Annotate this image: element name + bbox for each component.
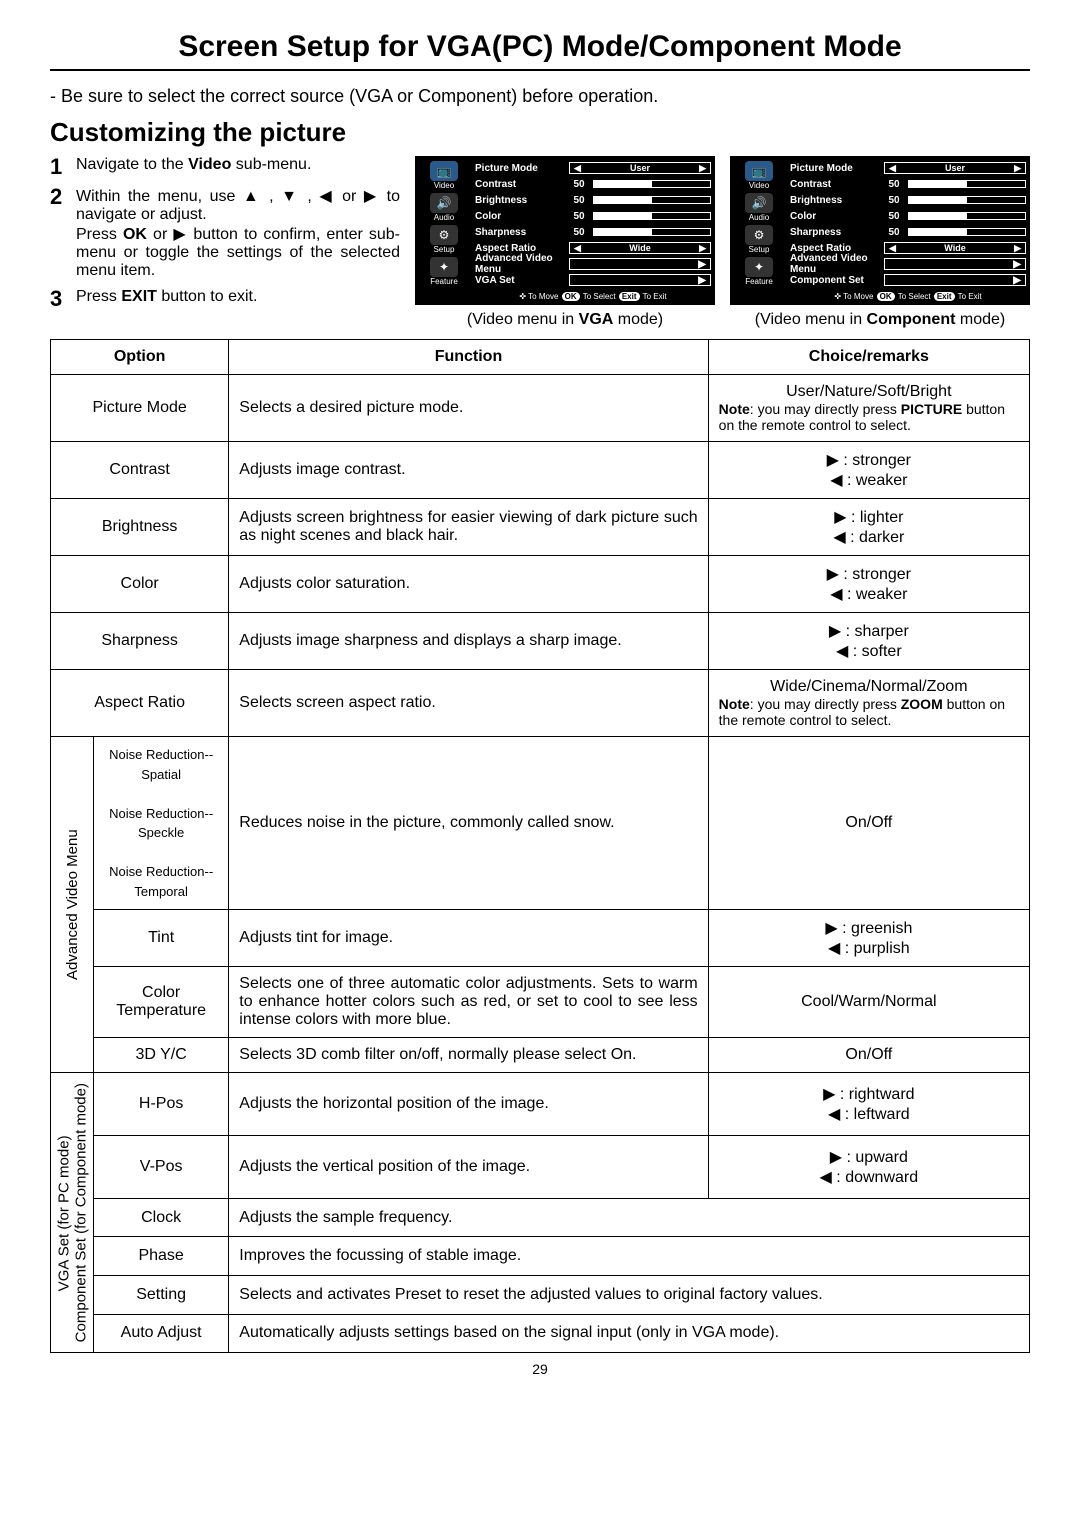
func-clock: Adjusts the sample frequency. xyxy=(229,1198,1030,1237)
group-vgaset: VGA Set (for PC mode)Component Set (for … xyxy=(51,1073,94,1353)
rem-color: ▶ : stronger◀ : weaker xyxy=(708,556,1029,613)
osd-row: Picture Mode◀User▶ xyxy=(790,160,1026,176)
opt-phase: Phase xyxy=(94,1237,229,1276)
section-title: Customizing the picture xyxy=(50,117,1030,148)
func-brightness: Adjusts screen brightness for easier vie… xyxy=(229,499,708,556)
osd-side-video: 📺Video xyxy=(430,160,458,190)
opt-setting: Setting xyxy=(94,1276,229,1315)
osd-row: Contrast50 xyxy=(790,176,1026,192)
rem-brightness: ▶ : lighter◀ : darker xyxy=(708,499,1029,556)
opt-contrast: Contrast xyxy=(51,442,229,499)
func-phase: Improves the focussing of stable image. xyxy=(229,1237,1030,1276)
osd-row: Brightness50 xyxy=(475,192,711,208)
opt-vpos: V-Pos xyxy=(94,1135,229,1198)
step-2-body: Within the menu, use ▲ , ▼ , ◀ or ▶ to n… xyxy=(76,186,400,280)
func-color: Adjusts color saturation. xyxy=(229,556,708,613)
osd-side-feature: ✦Feature xyxy=(430,256,458,286)
options-table: Option Function Choice/remarks Picture M… xyxy=(50,339,1030,1353)
rem-contrast: ▶ : stronger◀ : weaker xyxy=(708,442,1029,499)
steps-list: 1 Navigate to the Video sub-menu. 2 With… xyxy=(50,156,400,318)
osd-row: VGA Set▶ xyxy=(475,272,711,288)
osd-row: Advanced Video Menu▶ xyxy=(790,256,1026,272)
opt-3dyc: 3D Y/C xyxy=(94,1038,229,1073)
opt-autoadjust: Auto Adjust xyxy=(94,1314,229,1353)
func-hpos: Adjusts the horizontal position of the i… xyxy=(229,1073,708,1136)
opt-colortemp: Color Temperature xyxy=(94,967,229,1038)
osd-row: Picture Mode◀User▶ xyxy=(475,160,711,176)
func-tint: Adjusts tint for image. xyxy=(229,910,708,967)
th-function: Function xyxy=(229,340,708,375)
group-avm: Advanced Video Menu xyxy=(51,737,94,1073)
func-noise: Reduces noise in the picture, commonly c… xyxy=(229,737,708,910)
func-aspect: Selects screen aspect ratio. xyxy=(229,670,708,737)
th-option: Option xyxy=(51,340,229,375)
func-autoadjust: Automatically adjusts settings based on … xyxy=(229,1314,1030,1353)
opt-color: Color xyxy=(51,556,229,613)
opt-tint: Tint xyxy=(94,910,229,967)
osd-row: Advanced Video Menu▶ xyxy=(475,256,711,272)
osd-side-audio: 🔊Audio xyxy=(745,192,773,222)
opt-clock: Clock xyxy=(94,1198,229,1237)
step-3-num: 3 xyxy=(50,288,68,310)
rem-colortemp: Cool/Warm/Normal xyxy=(708,967,1029,1038)
osd-row: Brightness50 xyxy=(790,192,1026,208)
opt-sharpness: Sharpness xyxy=(51,613,229,670)
intro-text: - Be sure to select the correct source (… xyxy=(50,86,1030,107)
osd-row: Sharpness50 xyxy=(790,224,1026,240)
step-1-num: 1 xyxy=(50,156,68,178)
opt-noise: Noise Reduction--Spatial Noise Reduction… xyxy=(94,737,229,910)
func-sharpness: Adjusts image sharpness and displays a s… xyxy=(229,613,708,670)
osd-side-video: 📺Video xyxy=(745,160,773,190)
func-3dyc: Selects 3D comb filter on/off, normally … xyxy=(229,1038,708,1073)
osd-component: 📺Video🔊Audio⚙Setup✦Feature Picture Mode◀U… xyxy=(730,156,1030,305)
opt-picture-mode: Picture Mode xyxy=(51,375,229,442)
page-title: Screen Setup for VGA(PC) Mode/Component … xyxy=(50,30,1030,71)
osd-side-audio: 🔊Audio xyxy=(430,192,458,222)
func-contrast: Adjusts image contrast. xyxy=(229,442,708,499)
step-2-num: 2 xyxy=(50,186,68,208)
osd-side-setup: ⚙Setup xyxy=(745,224,773,254)
osd-component-caption: (Video menu in Component mode) xyxy=(755,311,1005,329)
osd-row: Color50 xyxy=(790,208,1026,224)
rem-aspect: Wide/Cinema/Normal/Zoom Note: you may di… xyxy=(708,670,1029,737)
opt-brightness: Brightness xyxy=(51,499,229,556)
osd-row: Color50 xyxy=(475,208,711,224)
osd-vga: 📺Video🔊Audio⚙Setup✦Feature Picture Mode◀U… xyxy=(415,156,715,305)
step-1-body: Navigate to the Video sub-menu. xyxy=(76,156,400,174)
osd-row: Sharpness50 xyxy=(475,224,711,240)
opt-hpos: H-Pos xyxy=(94,1073,229,1136)
func-colortemp: Selects one of three automatic color adj… xyxy=(229,967,708,1038)
rem-vpos: ▶ : upward◀ : downward xyxy=(708,1135,1029,1198)
rem-picture-mode: User/Nature/Soft/Bright Note: you may di… xyxy=(708,375,1029,442)
rem-3dyc: On/Off xyxy=(708,1038,1029,1073)
func-picture-mode: Selects a desired picture mode. xyxy=(229,375,708,442)
rem-sharpness: ▶ : sharper◀ : softer xyxy=(708,613,1029,670)
opt-aspect: Aspect Ratio xyxy=(51,670,229,737)
rem-noise: On/Off xyxy=(708,737,1029,910)
osd-row: Component Set▶ xyxy=(790,272,1026,288)
osd-row: Contrast50 xyxy=(475,176,711,192)
step-3-body: Press EXIT button to exit. xyxy=(76,288,400,306)
rem-hpos: ▶ : rightward◀ : leftward xyxy=(708,1073,1029,1136)
osd-vga-caption: (Video menu in VGA mode) xyxy=(467,311,663,329)
th-remarks: Choice/remarks xyxy=(708,340,1029,375)
osd-side-feature: ✦Feature xyxy=(745,256,773,286)
rem-tint: ▶ : greenish◀ : purplish xyxy=(708,910,1029,967)
osd-side-setup: ⚙Setup xyxy=(430,224,458,254)
func-vpos: Adjusts the vertical position of the ima… xyxy=(229,1135,708,1198)
func-setting: Selects and activates Preset to reset th… xyxy=(229,1276,1030,1315)
page-number: 29 xyxy=(50,1361,1030,1377)
